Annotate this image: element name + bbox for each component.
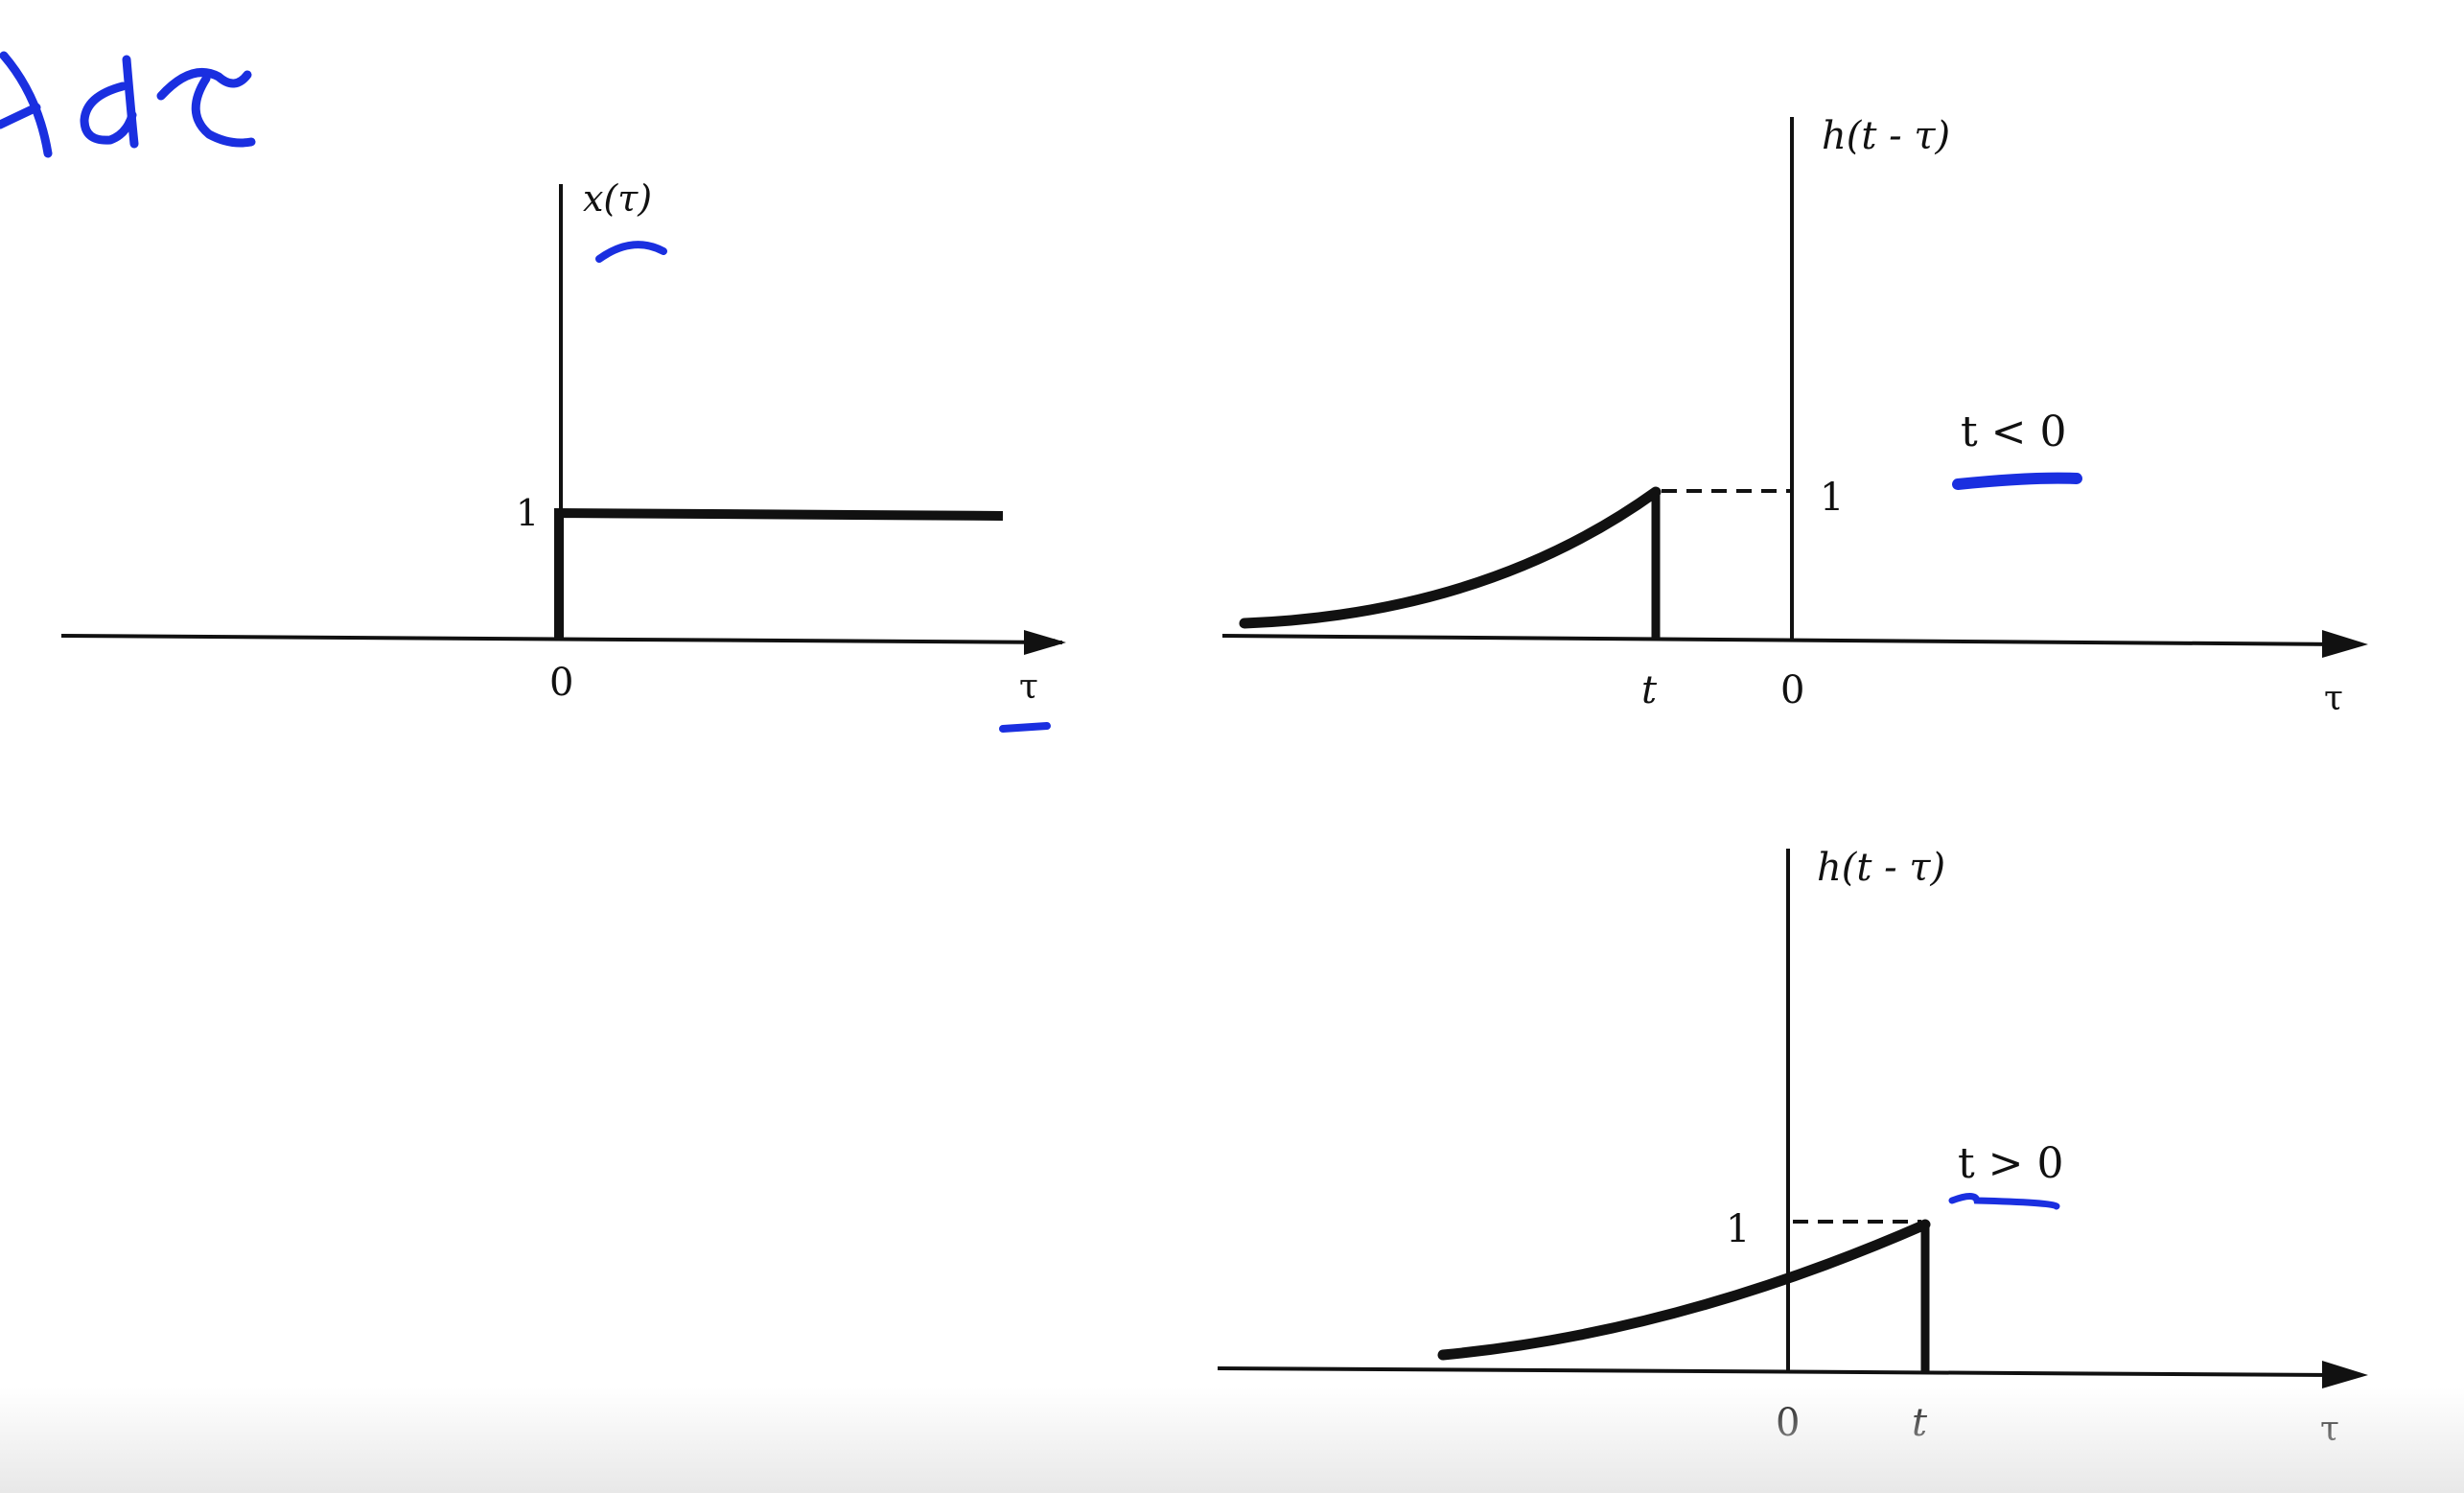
handwritten-d-stem bbox=[122, 55, 139, 149]
annotation-underline-t-greater-0 bbox=[1948, 1193, 2060, 1210]
annotation-mark-tau bbox=[999, 722, 1051, 733]
input-axis-arrowhead bbox=[1024, 630, 1066, 655]
neg-axis-arrowhead bbox=[2322, 630, 2368, 658]
annotation-mark-x-tau bbox=[595, 241, 667, 263]
neg-level-label: 1 bbox=[1820, 476, 1844, 520]
neg-exponential-curve bbox=[1239, 486, 1662, 629]
input-signal-plot: x(τ) 1 0 τ bbox=[60, 177, 1066, 733]
neg-y-label: h(t - τ) bbox=[1822, 114, 1950, 158]
input-horizontal-axis bbox=[60, 634, 1063, 646]
neg-t-label: t bbox=[1641, 668, 1658, 712]
pos-level-label: 1 bbox=[1726, 1207, 1750, 1251]
annotation-underline-t-less-0 bbox=[1952, 472, 2082, 490]
pos-condition-label: t > 0 bbox=[1958, 1139, 2064, 1188]
input-y-label: x(τ) bbox=[583, 177, 652, 220]
input-origin-label: 0 bbox=[549, 661, 573, 705]
handwritten-tau-body bbox=[191, 74, 256, 148]
neg-x-label: τ bbox=[2324, 679, 2343, 718]
bottom-shadow-bar bbox=[0, 1388, 2464, 1493]
handwritten-integral-fragment bbox=[0, 51, 256, 158]
neg-horizontal-axis bbox=[1221, 634, 2340, 646]
pos-y-label: h(t - τ) bbox=[1817, 846, 1945, 890]
handwritten-d-bowl bbox=[80, 82, 137, 145]
pos-exponential-curve bbox=[1437, 1219, 1931, 1361]
pos-horizontal-axis bbox=[1217, 1366, 2340, 1377]
input-step-curve bbox=[554, 507, 1004, 639]
handwritten-paren-tail bbox=[0, 103, 41, 129]
impulse-response-negative-t-plot: h(t - τ) 1 t 0 τ t < 0 bbox=[1221, 114, 2368, 718]
handwritten-paren-stroke bbox=[0, 51, 53, 158]
neg-condition-label: t < 0 bbox=[1961, 408, 2067, 456]
neg-origin-label: 0 bbox=[1780, 668, 1804, 712]
handwritten-tau-top bbox=[156, 68, 252, 101]
impulse-response-positive-t-plot: h(t - τ) 1 0 t τ t > 0 bbox=[1217, 846, 2368, 1449]
input-x-label: τ bbox=[1019, 667, 1038, 707]
input-step-level-label: 1 bbox=[516, 492, 539, 534]
pos-axis-arrowhead bbox=[2322, 1361, 2368, 1388]
